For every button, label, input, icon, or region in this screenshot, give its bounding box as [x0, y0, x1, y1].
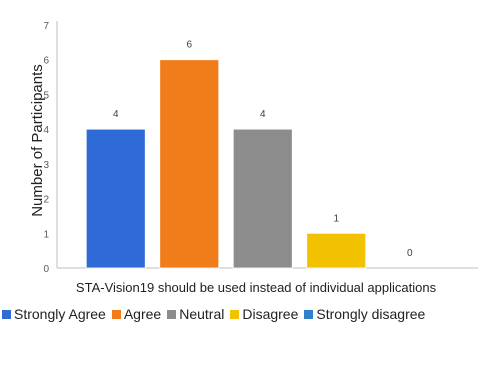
bars — [85, 59, 367, 269]
legend: Strongly Agree Agree Neutral Disagree Strong… — [2, 306, 485, 322]
bar-agree — [159, 59, 220, 269]
legend-label: Disagree — [242, 306, 299, 322]
y-tick-label: 2 — [43, 195, 49, 206]
legend-swatch — [304, 309, 314, 319]
legend-swatch — [111, 309, 121, 319]
bar-data-label: 1 — [333, 213, 339, 224]
y-tick-label: 6 — [43, 56, 49, 67]
y-tick-label: 1 — [43, 229, 49, 240]
bar-strongly-agree — [85, 128, 146, 269]
bar-data-label: 0 — [407, 248, 413, 259]
legend-label: Agree — [123, 306, 162, 322]
x-axis-label: STA-Vision19 should be used instead of i… — [76, 280, 437, 295]
bar-data-label: 4 — [113, 109, 119, 120]
legend-swatch — [230, 309, 240, 319]
y-tick-label: 3 — [43, 160, 49, 171]
y-axis-label: Number of Participants — [29, 64, 46, 217]
legend-label: Strongly disagree — [316, 306, 426, 322]
y-tick-label: 0 — [43, 264, 49, 275]
legend-label: Strongly Agree — [14, 306, 106, 322]
bar-data-labels: 4 6 4 1 0 — [113, 40, 413, 259]
legend-swatch — [167, 309, 177, 319]
bar-neutral — [232, 128, 293, 269]
bar-data-label: 4 — [260, 109, 266, 120]
legend-item-agree: Agree — [111, 306, 162, 322]
y-tick-labels: 0 1 2 3 4 5 6 7 — [43, 21, 49, 275]
legend-item-strongly-disagree: Strongly disagree — [304, 306, 425, 322]
legend-swatch — [2, 309, 11, 319]
chart-svg: 0 1 2 3 4 5 6 7 4 6 4 1 0 Number of Participants ST… — [29, 21, 478, 295]
legend-item-disagree: Disagree — [230, 306, 298, 322]
legend-label: Neutral — [179, 306, 225, 322]
y-tick-label: 4 — [43, 125, 49, 136]
y-tick-label: 5 — [43, 90, 49, 101]
legend-item-neutral: Neutral — [167, 306, 224, 322]
bar-disagree — [306, 232, 367, 269]
legend-item-strongly-agree: Strongly Agree — [2, 306, 106, 322]
bar-data-label: 6 — [186, 40, 192, 51]
y-tick-label: 7 — [43, 21, 49, 32]
